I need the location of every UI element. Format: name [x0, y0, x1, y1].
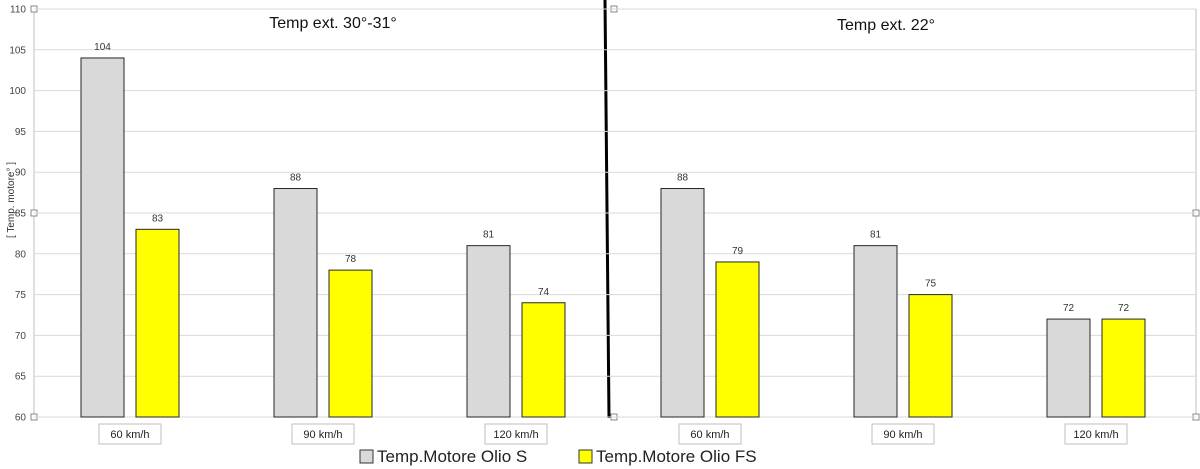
legend-swatch-s	[359, 449, 374, 464]
legend-swatch-fs	[578, 449, 593, 464]
y-tick-label: 105	[9, 45, 26, 56]
bar-s	[660, 188, 705, 418]
category-label-box	[484, 423, 548, 445]
y-tick-label: 60	[15, 413, 27, 424]
y-axis-ticks: 60 65 70 75 80 85 90 95 100 105 110	[9, 5, 26, 424]
category-label: 120 km/h	[1073, 429, 1118, 441]
data-label: 72	[1063, 303, 1075, 314]
category-label-box	[98, 423, 162, 445]
bar-fs	[1101, 318, 1146, 418]
gridlines	[34, 8, 1196, 418]
bars	[80, 57, 1146, 418]
category-label: 60 km/h	[110, 429, 149, 441]
category-label: 120 km/h	[493, 429, 538, 441]
legend-label-fs: Temp.Motore Olio FS	[596, 447, 757, 466]
y-tick-label: 70	[15, 331, 27, 342]
panel-divider	[603, 0, 611, 419]
bar-fs	[135, 228, 180, 418]
data-label: 78	[345, 254, 357, 265]
category-label: 90 km/h	[883, 429, 922, 441]
y-tick-label: 90	[15, 168, 27, 179]
data-label: 104	[94, 42, 111, 53]
data-label: 75	[925, 279, 937, 290]
category-label-box	[1064, 423, 1128, 445]
data-label: 74	[538, 287, 550, 298]
legend-label-s: Temp.Motore Olio S	[377, 447, 527, 466]
data-label: 81	[483, 230, 495, 241]
bar-s	[273, 188, 318, 418]
chart-frame	[30, 0, 1200, 421]
data-label: 72	[1118, 303, 1130, 314]
y-tick-label: 75	[15, 290, 27, 301]
category-labels: 60 km/h 90 km/h 120 km/h 60 km/h 90 km/h 120 …	[98, 423, 1128, 445]
data-labels: 104 83 88 78 81 74 88 79 81 75 72 72	[94, 42, 1129, 314]
category-label: 60 km/h	[690, 429, 729, 441]
y-tick-label: 85	[15, 209, 27, 220]
bar-s	[1046, 318, 1091, 418]
bar-fs	[908, 294, 953, 418]
bar-fs	[521, 302, 566, 418]
category-label-box	[871, 423, 935, 445]
bar-s	[853, 245, 898, 418]
y-tick-label: 95	[15, 127, 27, 138]
data-label: 81	[870, 230, 882, 241]
chart-title-right: Temp ext. 22°	[837, 17, 935, 34]
category-label: 90 km/h	[303, 429, 342, 441]
chart-title-left: Temp ext. 30°-31°	[269, 15, 397, 32]
y-axis-label: [ Temp. motore° ]	[6, 162, 17, 238]
legend: Temp.Motore Olio S Temp.Motore Olio FS	[359, 447, 757, 466]
bar-s	[80, 57, 125, 418]
y-tick-label: 100	[9, 86, 26, 97]
y-tick-label: 110	[10, 5, 26, 16]
data-label: 88	[677, 173, 689, 184]
y-tick-label: 80	[15, 249, 27, 260]
category-label-box	[678, 423, 742, 445]
data-label: 88	[290, 173, 302, 184]
data-label: 83	[152, 213, 164, 224]
data-label: 79	[732, 246, 744, 257]
bar-fs	[715, 261, 760, 418]
bar-fs	[328, 269, 373, 418]
bar-s	[466, 245, 511, 418]
category-label-box	[291, 423, 355, 445]
y-tick-label: 65	[15, 372, 27, 383]
